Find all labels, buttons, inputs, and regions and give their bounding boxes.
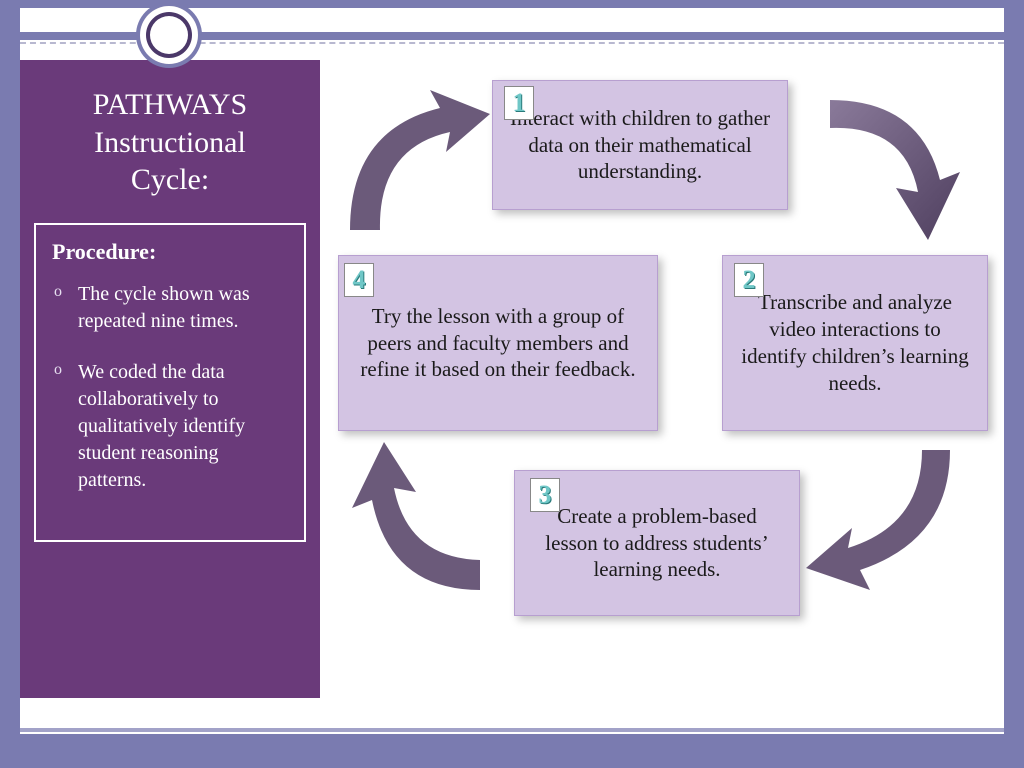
ring-decoration-icon [140, 6, 198, 64]
arrow-4-to-1 [330, 90, 490, 250]
step-number-badge-1: 1 [504, 86, 534, 120]
step-text: Interact with children to gather data on… [507, 105, 773, 186]
procedure-heading: Procedure: [52, 239, 288, 265]
slide-frame: PATHWAYS Instructional Cycle: Procedure:… [0, 0, 1024, 768]
sidebar: PATHWAYS Instructional Cycle: Procedure:… [20, 60, 320, 698]
step-box-1: Interact with children to gather data on… [492, 80, 788, 210]
right-border [1004, 0, 1024, 768]
step-text: Transcribe and analyze video interaction… [737, 289, 973, 397]
step-number-badge-4: 4 [344, 263, 374, 297]
procedure-box: Procedure: The cycle shown was repeated … [34, 223, 306, 542]
arrow-1-to-2 [800, 80, 970, 250]
arrow-2-to-3 [800, 430, 970, 600]
procedure-item: The cycle shown was repeated nine times. [52, 281, 288, 335]
arrow-3-to-4 [350, 440, 510, 600]
title-line-1: PATHWAYS [93, 88, 248, 121]
step-text: Try the lesson with a group of peers and… [353, 303, 643, 384]
step-number-badge-2: 2 [734, 263, 764, 297]
title-line-2: Instructional [94, 126, 246, 159]
procedure-list: The cycle shown was repeated nine times.… [52, 281, 288, 494]
title-line-3: Cycle: [131, 163, 209, 196]
step-number-badge-3: 3 [530, 478, 560, 512]
left-border [0, 0, 20, 768]
procedure-item: We coded the data collaboratively to qua… [52, 359, 288, 494]
step-box-4: Try the lesson with a group of peers and… [338, 255, 658, 431]
bottom-rule [20, 728, 1004, 732]
sidebar-title: PATHWAYS Instructional Cycle: [20, 60, 320, 219]
step-text: Create a problem-based lesson to address… [529, 503, 785, 584]
bottom-border-band [0, 734, 1024, 768]
